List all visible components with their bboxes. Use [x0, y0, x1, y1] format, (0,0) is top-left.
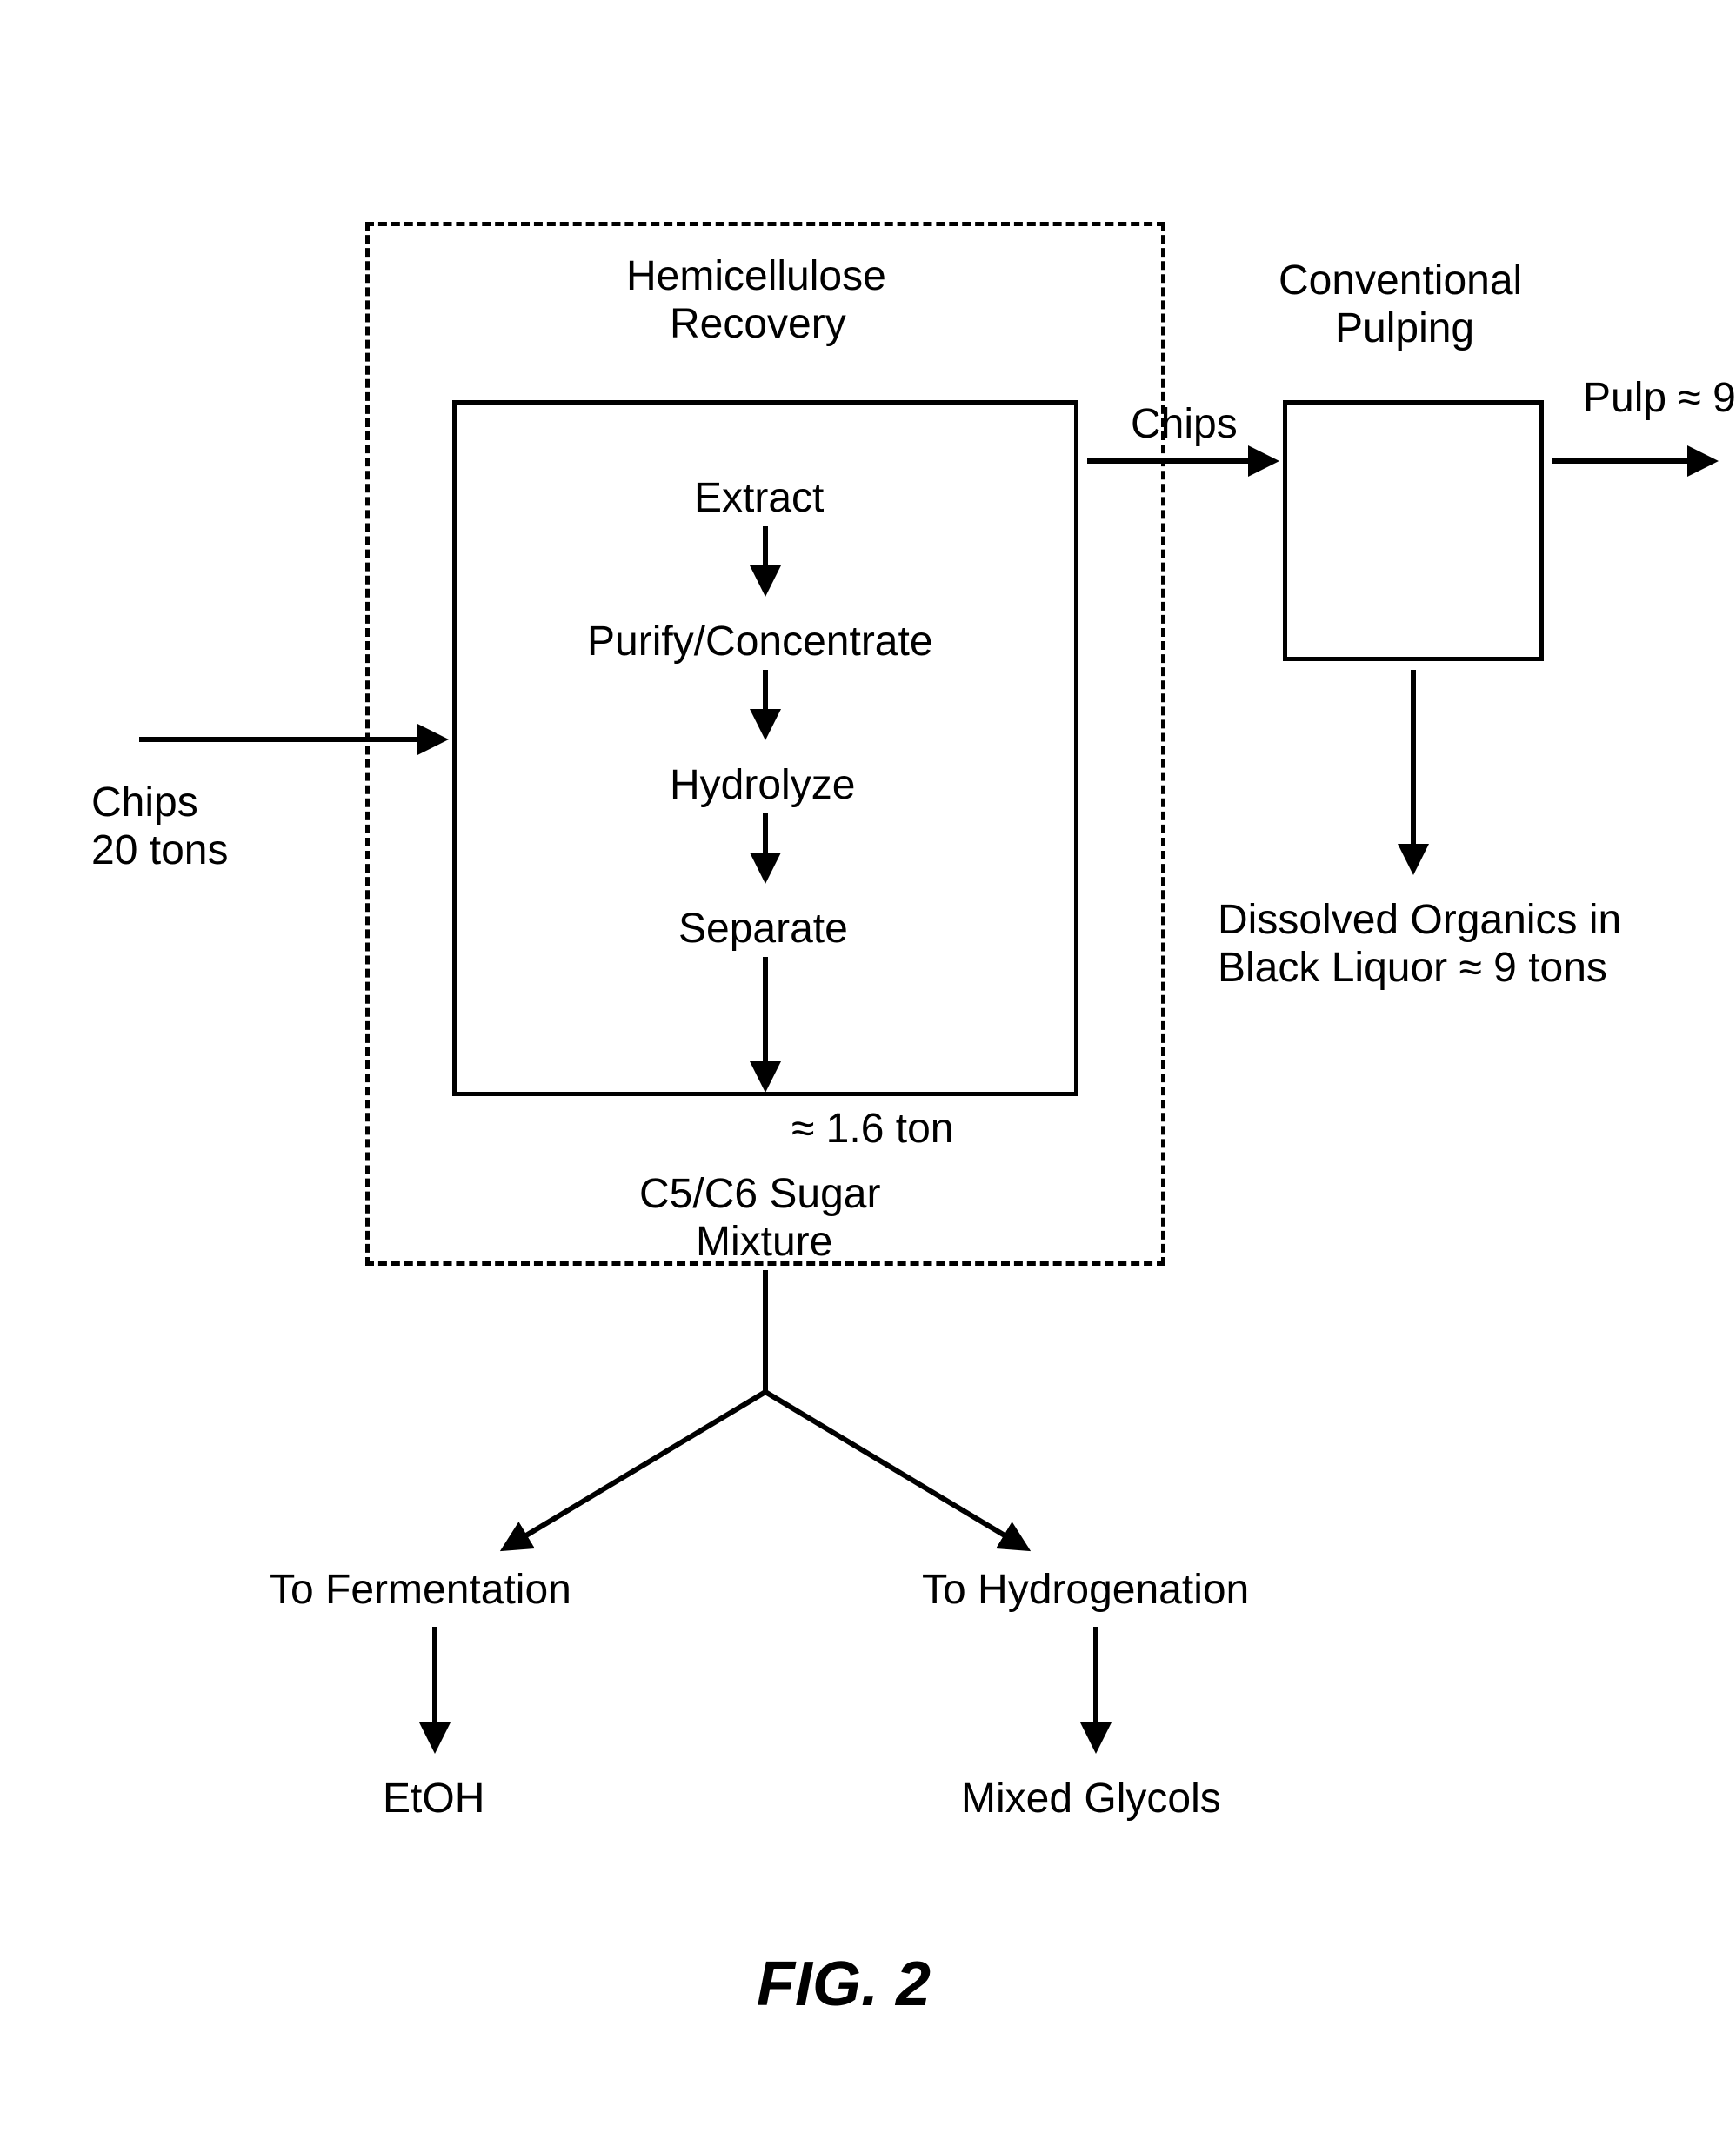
diagram-canvas: Hemicellulose Recovery Extract Purify/Co… [0, 0, 1736, 2147]
arrows-layer [0, 0, 1736, 2147]
arrow-branch-right [765, 1392, 1026, 1548]
arrow-branch-left [504, 1392, 765, 1548]
